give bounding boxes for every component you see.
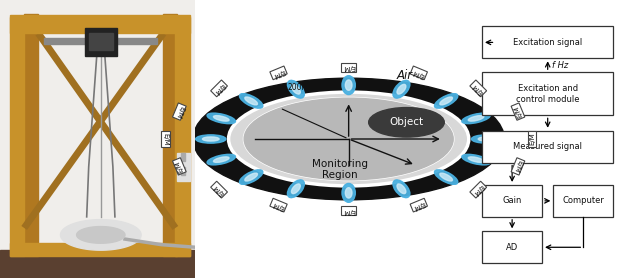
Ellipse shape	[346, 188, 352, 198]
Ellipse shape	[193, 78, 504, 200]
Ellipse shape	[239, 94, 263, 108]
Ellipse shape	[214, 157, 229, 162]
Bar	[44, 38, 157, 44]
Text: Monitoring
Region: Monitoring Region	[312, 159, 368, 180]
Bar	[10, 17, 24, 256]
Text: E/M: E/M	[412, 200, 426, 210]
Ellipse shape	[462, 154, 490, 165]
Ellipse shape	[397, 184, 406, 194]
Text: E/M: E/M	[174, 159, 184, 173]
Text: E/M: E/M	[163, 133, 168, 145]
Bar	[482, 131, 613, 163]
Text: Excitation signal: Excitation signal	[513, 38, 582, 47]
Polygon shape	[77, 227, 125, 243]
Bar	[482, 26, 613, 58]
Ellipse shape	[291, 84, 300, 94]
Text: 200mm: 200mm	[287, 83, 317, 92]
Bar	[163, 14, 177, 256]
Bar	[482, 231, 542, 263]
Ellipse shape	[239, 170, 263, 184]
Ellipse shape	[435, 94, 458, 108]
Polygon shape	[61, 220, 141, 250]
Bar	[10, 15, 189, 33]
Ellipse shape	[291, 184, 300, 194]
Ellipse shape	[228, 92, 468, 186]
Text: E/M: E/M	[472, 183, 485, 196]
FancyBboxPatch shape	[186, 0, 640, 278]
Ellipse shape	[435, 170, 458, 184]
Ellipse shape	[202, 137, 219, 141]
Ellipse shape	[196, 135, 226, 143]
Bar	[482, 72, 613, 115]
Ellipse shape	[207, 113, 236, 124]
Bar	[482, 185, 542, 217]
Text: E/M: E/M	[472, 82, 485, 95]
Text: E/M: E/M	[174, 105, 184, 119]
Text: Gain: Gain	[502, 196, 522, 205]
Ellipse shape	[468, 157, 484, 162]
Ellipse shape	[393, 180, 410, 198]
Ellipse shape	[468, 116, 484, 121]
Text: E/M: E/M	[513, 159, 523, 173]
Bar	[89, 33, 113, 50]
Ellipse shape	[478, 137, 495, 141]
Ellipse shape	[462, 113, 490, 124]
Ellipse shape	[245, 97, 257, 105]
Bar	[0, 250, 202, 278]
Ellipse shape	[245, 173, 257, 181]
Text: E/M: E/M	[212, 82, 226, 95]
Text: E/M: E/M	[342, 208, 355, 214]
Ellipse shape	[244, 98, 453, 180]
Ellipse shape	[207, 154, 236, 165]
Bar	[10, 243, 189, 256]
Ellipse shape	[369, 108, 444, 137]
Ellipse shape	[393, 80, 410, 98]
Bar	[177, 153, 189, 181]
Ellipse shape	[440, 173, 452, 181]
Ellipse shape	[214, 116, 229, 121]
Text: E/M: E/M	[271, 200, 285, 210]
Text: AD: AD	[506, 243, 518, 252]
Ellipse shape	[342, 183, 355, 202]
Ellipse shape	[346, 80, 352, 90]
Bar	[24, 14, 38, 256]
Ellipse shape	[287, 180, 305, 198]
Ellipse shape	[228, 92, 468, 186]
Bar	[175, 17, 189, 256]
Text: E/M: E/M	[212, 183, 226, 196]
Text: f Hz: f Hz	[552, 61, 568, 70]
Text: E/M: E/M	[513, 105, 523, 119]
Text: Measured signal: Measured signal	[513, 142, 582, 151]
Text: Object: Object	[389, 117, 424, 127]
Bar	[84, 28, 117, 56]
Ellipse shape	[440, 97, 452, 105]
Ellipse shape	[244, 98, 453, 180]
Text: Computer: Computer	[563, 196, 604, 205]
Ellipse shape	[342, 76, 355, 95]
Bar	[182, 167, 186, 175]
Text: E/M: E/M	[342, 64, 355, 70]
Text: E/M: E/M	[529, 133, 535, 145]
Ellipse shape	[472, 135, 502, 143]
Bar	[553, 185, 613, 217]
Ellipse shape	[397, 84, 406, 94]
Ellipse shape	[287, 80, 305, 98]
Text: Excitation and
control module: Excitation and control module	[516, 84, 579, 104]
Text: E/M: E/M	[412, 68, 426, 78]
Text: Air: Air	[396, 69, 412, 81]
Bar	[182, 153, 186, 161]
Text: E/M: E/M	[271, 68, 285, 78]
